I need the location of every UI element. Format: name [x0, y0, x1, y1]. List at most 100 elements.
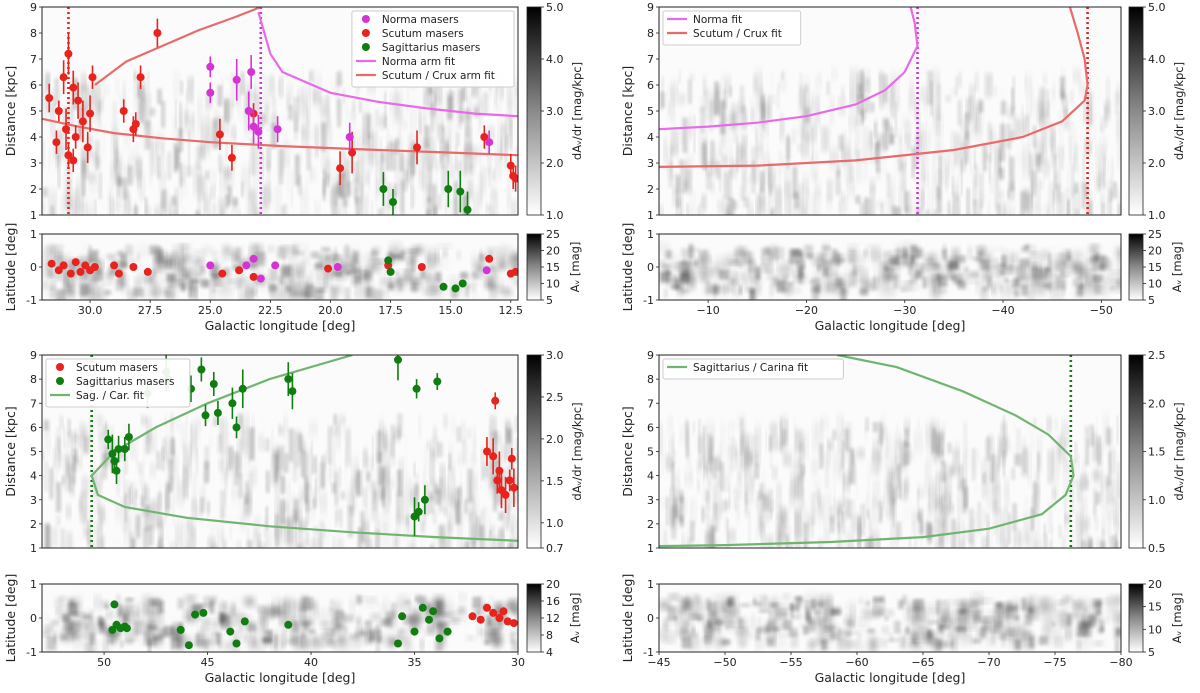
dust-patch [221, 164, 225, 193]
dust-patch [732, 200, 738, 210]
dust-patch [335, 610, 345, 620]
dust-patch [1006, 600, 1012, 611]
dust-patch [377, 451, 383, 486]
dust-patch [1052, 186, 1058, 197]
dust-patch [130, 482, 133, 505]
dust-patch [486, 539, 491, 548]
dust-patch [440, 463, 444, 499]
dust-patch [375, 109, 379, 127]
dust-patch [928, 620, 932, 626]
dust-patch [816, 630, 823, 634]
dust-patch [286, 518, 292, 546]
dust-patch [190, 279, 200, 284]
dust-patch [930, 279, 934, 292]
dust-patch [465, 110, 470, 122]
dust-patch [731, 272, 735, 279]
dust-patch [1096, 280, 1101, 294]
x-tick-label: 40 [304, 656, 318, 669]
dust-patch [503, 520, 507, 541]
dust-patch [777, 635, 784, 648]
dust-patch [760, 618, 764, 626]
dust-patch [845, 616, 853, 628]
dust-patch [318, 529, 321, 548]
maser-point [410, 627, 419, 636]
dust-patch [739, 503, 741, 522]
dust-patch [818, 71, 821, 81]
dust-patch [275, 514, 279, 548]
dust-patch [298, 264, 304, 276]
maser-point [52, 138, 61, 147]
dust-patch [476, 516, 480, 539]
dust-patch [978, 450, 980, 461]
dust-patch [260, 112, 264, 129]
dust-patch [664, 633, 674, 641]
dust-patch [265, 179, 267, 193]
dust-patch [495, 191, 498, 207]
dust-patch [889, 469, 894, 505]
dust-patch [375, 520, 379, 548]
dust-patch [679, 276, 683, 291]
dust-patch [174, 286, 179, 298]
dust-patch [1029, 177, 1032, 197]
dust-patch [736, 247, 747, 255]
dust-patch [958, 166, 960, 178]
dust-patch [662, 496, 666, 509]
dust-patch [753, 72, 755, 98]
dust-patch [962, 630, 969, 643]
dust-patch [1027, 287, 1033, 300]
dust-patch [69, 284, 74, 300]
dust-patch [826, 80, 830, 96]
dust-patch [980, 260, 990, 271]
dust-patch [703, 256, 712, 262]
dust-patch [203, 596, 213, 608]
dust-patch [51, 205, 54, 215]
dust-patch [776, 615, 784, 628]
dust-patch [1058, 612, 1067, 620]
dust-patch [329, 607, 334, 611]
dust-patch [842, 511, 844, 548]
dust-patch [1064, 260, 1071, 271]
dust-patch [80, 256, 92, 263]
dust-patch [70, 196, 76, 215]
dust-patch [1041, 424, 1044, 448]
dust-patch [83, 614, 92, 620]
dust-patch [107, 639, 115, 645]
dust-patch [254, 146, 258, 183]
dust-patch [273, 599, 278, 614]
dust-patch [465, 172, 467, 197]
dust-patch [68, 598, 75, 606]
dust-patch [790, 543, 793, 548]
dust-patch [74, 638, 82, 647]
dust-patch [473, 437, 476, 451]
dust-patch [1115, 479, 1117, 512]
dust-patch [660, 525, 666, 548]
dust-patch [995, 171, 998, 209]
dust-patch [383, 540, 385, 548]
dust-patch [670, 488, 674, 526]
dust-patch [262, 605, 268, 616]
dust-patch [316, 470, 319, 495]
dust-patch [936, 600, 940, 615]
dust-patch [85, 622, 90, 632]
dust-patch [363, 451, 366, 470]
dust-patch [871, 277, 878, 291]
dust-patch [474, 104, 478, 113]
y-tick-label: -1 [643, 294, 654, 307]
dust-patch [182, 174, 187, 199]
dust-patch [122, 277, 127, 291]
dust-patch [1025, 630, 1033, 637]
dust-patch [237, 597, 244, 603]
dust-patch [847, 139, 850, 168]
dust-patch [281, 284, 289, 300]
dust-patch [459, 452, 463, 464]
dust-patch [1075, 250, 1082, 261]
dust-patch [89, 173, 95, 182]
dust-patch [905, 607, 909, 619]
dust-patch [855, 463, 857, 491]
dust-patch [847, 421, 852, 453]
dust-patch [261, 151, 264, 179]
dust-patch [691, 497, 696, 527]
dust-patch [430, 544, 434, 548]
dust-patch [97, 83, 100, 113]
dust-patch [751, 467, 755, 490]
